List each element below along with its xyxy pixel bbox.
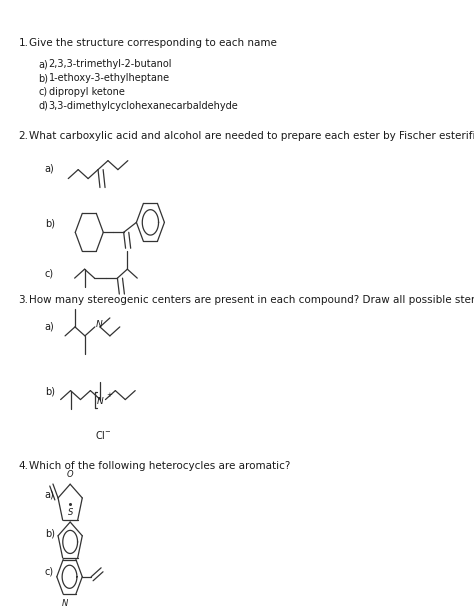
Text: 1-ethoxy-3-ethylheptane: 1-ethoxy-3-ethylheptane bbox=[48, 73, 170, 83]
Text: Cl$^{-}$: Cl$^{-}$ bbox=[95, 430, 112, 441]
Text: +: + bbox=[106, 392, 112, 398]
Text: S: S bbox=[67, 508, 73, 517]
Text: c): c) bbox=[45, 268, 54, 278]
Text: How many stereogenic centers are present in each compound? Draw all possible ste: How many stereogenic centers are present… bbox=[29, 295, 474, 305]
Text: b): b) bbox=[38, 73, 48, 83]
Text: b): b) bbox=[45, 218, 55, 229]
Text: 1.: 1. bbox=[18, 38, 28, 48]
Text: N: N bbox=[61, 599, 68, 608]
Text: a): a) bbox=[45, 489, 55, 499]
Text: 2.: 2. bbox=[18, 131, 28, 141]
Text: What carboxylic acid and alcohol are needed to prepare each ester by Fischer est: What carboxylic acid and alcohol are nee… bbox=[29, 131, 474, 141]
Text: a): a) bbox=[38, 59, 48, 69]
Text: a): a) bbox=[45, 322, 55, 332]
Text: b): b) bbox=[45, 387, 55, 397]
Text: Which of the following heterocycles are aromatic?: Which of the following heterocycles are … bbox=[29, 462, 290, 471]
Text: N: N bbox=[97, 397, 104, 406]
Text: dipropyl ketone: dipropyl ketone bbox=[48, 87, 124, 97]
Text: 4.: 4. bbox=[18, 462, 28, 471]
Text: d): d) bbox=[38, 101, 48, 111]
Text: c): c) bbox=[45, 567, 54, 577]
Text: b): b) bbox=[45, 529, 55, 539]
Text: 2,3,3-trimethyl-2-butanol: 2,3,3-trimethyl-2-butanol bbox=[48, 59, 172, 69]
Text: N: N bbox=[95, 321, 102, 329]
Text: a): a) bbox=[45, 164, 55, 173]
Text: 3,3-dimethylcyclohexanecarbaldehyde: 3,3-dimethylcyclohexanecarbaldehyde bbox=[48, 101, 238, 111]
Text: O: O bbox=[67, 470, 73, 479]
Text: 3.: 3. bbox=[18, 295, 28, 305]
Text: c): c) bbox=[38, 87, 47, 97]
Text: Give the structure corresponding to each name: Give the structure corresponding to each… bbox=[29, 38, 277, 48]
